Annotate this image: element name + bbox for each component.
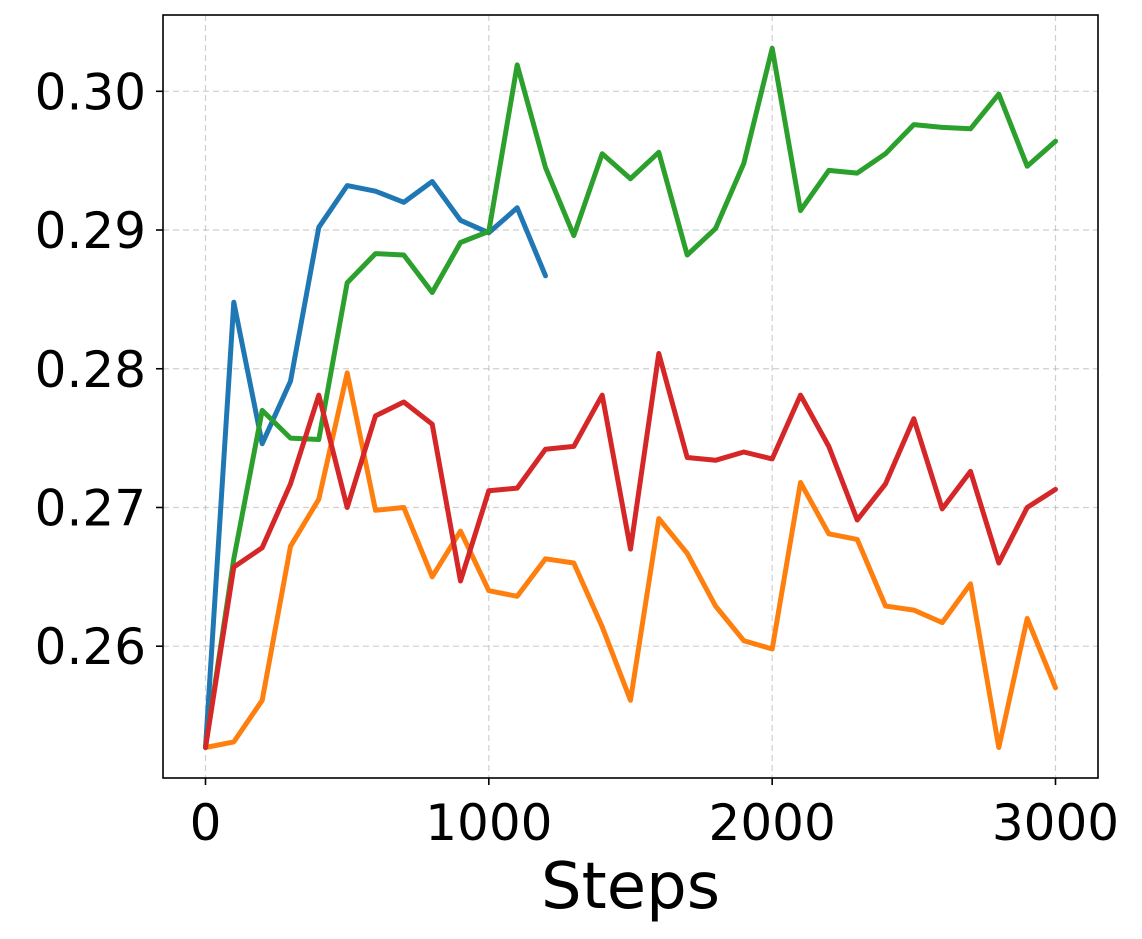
y-tick-label: 0.27 (35, 479, 146, 537)
y-tick-label: 0.29 (35, 202, 146, 260)
y-tick-label: 0.30 (35, 63, 146, 121)
x-tick-label: 1000 (425, 794, 552, 852)
y-tick-label: 0.26 (35, 618, 146, 676)
plot-frame (162, 14, 1099, 779)
x-tick-label: 0 (190, 794, 222, 852)
x-tick-label: 2000 (709, 794, 836, 852)
axis-ticks: 0 1000 2000 3000 0.26 0.27 0.28 0.29 0.30 (35, 63, 1119, 852)
series-layer (203, 45, 1058, 750)
series-line-3 (203, 45, 1058, 750)
x-axis-title: Steps (541, 850, 720, 924)
series-line-2 (203, 370, 1058, 750)
x-tick-label: 3000 (992, 794, 1119, 852)
series-line-4 (203, 351, 1058, 750)
y-tick-label: 0.28 (35, 341, 146, 399)
